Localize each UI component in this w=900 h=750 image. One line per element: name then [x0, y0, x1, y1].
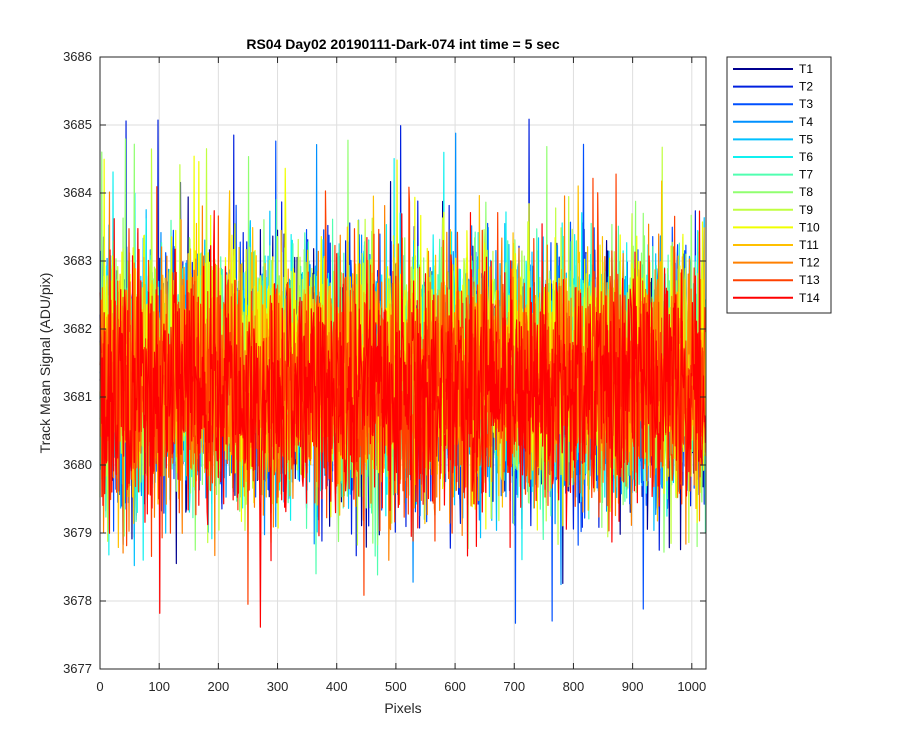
legend-label-t3: T3 — [799, 97, 813, 111]
legend-label-t12: T12 — [799, 256, 820, 270]
legend-label-t7: T7 — [799, 168, 813, 182]
x-tick-label: 500 — [385, 679, 407, 694]
x-tick-label: 900 — [622, 679, 644, 694]
series-line-t13 — [99, 173, 707, 605]
y-tick-label: 3681 — [63, 389, 92, 404]
x-tick-label: 700 — [503, 679, 525, 694]
legend-label-t2: T2 — [799, 80, 813, 94]
legend-box — [726, 56, 832, 314]
plot-frame — [99, 56, 707, 670]
legend-label-t11: T11 — [799, 238, 819, 252]
x-tick-label: 600 — [444, 679, 466, 694]
y-tick-label: 3679 — [63, 525, 92, 540]
x-tick-label: 100 — [148, 679, 170, 694]
chart-title: RS04 Day02 20190111-Dark-074 int time = … — [246, 36, 559, 52]
legend: T1 T2 T3 T4 T5 T6 T7 T8 T9 T10 T11 T12 T13 T14 — [726, 56, 832, 314]
legend-label-t6: T6 — [799, 150, 813, 164]
legend-label-t1: T1 — [799, 62, 813, 76]
axis-ticks: 0 100 200 300 400 500 600 700 800 900 1000 3677 3678… — [63, 49, 706, 694]
y-tick-label: 3677 — [63, 661, 92, 676]
legend-label-t5: T5 — [799, 132, 813, 146]
y-tick-label: 3684 — [63, 185, 92, 200]
y-tick-label: 3685 — [63, 117, 92, 132]
legend-label-t8: T8 — [799, 185, 813, 199]
x-tick-label: 300 — [267, 679, 289, 694]
series-line-t14 — [99, 210, 707, 628]
x-tick-label: 200 — [208, 679, 230, 694]
y-tick-label: 3683 — [63, 253, 92, 268]
legend-label-t14: T14 — [799, 291, 820, 305]
x-axis-label: Pixels — [384, 700, 421, 716]
x-tick-label: 400 — [326, 679, 348, 694]
y-tick-label: 3682 — [63, 321, 92, 336]
x-tick-label: 800 — [563, 679, 585, 694]
series-layer — [99, 118, 707, 628]
y-tick-label: 3678 — [63, 593, 92, 608]
y-tick-label: 3680 — [63, 457, 92, 472]
x-tick-label: 0 — [96, 679, 103, 694]
legend-label-t4: T4 — [799, 115, 813, 129]
y-tick-label: 3686 — [63, 49, 92, 64]
y-axis-label: Track Mean Signal (ADU/pix) — [37, 273, 53, 454]
legend-label-t10: T10 — [799, 220, 820, 234]
x-tick-label: 1000 — [677, 679, 706, 694]
legend-label-t9: T9 — [799, 203, 813, 217]
legend-label-t13: T13 — [799, 273, 820, 287]
